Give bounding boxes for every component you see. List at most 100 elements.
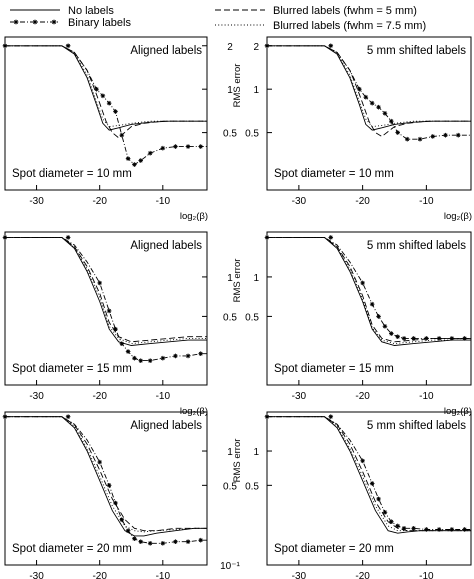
legend-label: Blurred labels (fwhm = 5 mm)	[273, 5, 417, 17]
data-point	[369, 100, 375, 106]
data-point	[147, 358, 153, 363]
y-tick-label: 0.5	[223, 481, 237, 492]
series-line	[5, 236, 207, 346]
plot-frame	[4, 36, 208, 191]
data-point	[369, 301, 375, 307]
x-tick-label: -10	[419, 571, 434, 579]
y-tick-label: 0.5	[223, 129, 237, 140]
data-point	[113, 326, 118, 332]
series-line	[5, 236, 207, 345]
panel-title: 5 mm shifted labels	[367, 240, 466, 252]
data-point	[173, 353, 178, 359]
data-point	[382, 324, 388, 329]
y-tick-label: 1	[227, 85, 233, 96]
series-line	[5, 416, 207, 532]
legend-marker	[32, 19, 38, 25]
x-tick-label: -10	[419, 391, 434, 402]
data-point	[97, 459, 102, 465]
data-point	[328, 43, 334, 49]
x-tick-label: -10	[156, 571, 171, 579]
series-line	[267, 416, 471, 530]
chart-panel: -30 -20 -10 log₂(β) 2 1 0.5 5 mm shifted labels…	[245, 36, 472, 222]
x-tick-label: -20	[92, 571, 107, 579]
y-axis-label: RMS error	[232, 439, 243, 483]
data-point	[198, 351, 203, 356]
data-point	[65, 414, 71, 420]
data-point	[382, 509, 388, 515]
x-tick-label: -20	[92, 196, 107, 207]
data-point	[389, 118, 394, 124]
x-tick-label: -30	[29, 196, 44, 207]
x-tick-label: -30	[292, 196, 307, 207]
data-point	[138, 539, 144, 545]
x-tick-label: -20	[355, 196, 370, 207]
panel-title: Aligned labels	[130, 240, 202, 252]
data-point	[160, 541, 166, 546]
data-point	[138, 158, 144, 163]
series-line	[5, 236, 207, 362]
plot-frame	[266, 36, 472, 191]
data-point	[113, 500, 118, 506]
legend-label: No labels	[68, 5, 114, 17]
panel-title: Aligned labels	[130, 45, 202, 57]
data-point	[132, 162, 137, 167]
data-point	[462, 336, 467, 341]
legend-label: Blurred labels (fwhm = 7.5 mm)	[273, 20, 426, 32]
legend-entry: Blurred labels (fwhm = 5 mm)	[215, 5, 417, 17]
data-point	[147, 150, 153, 156]
data-point	[100, 93, 106, 99]
y-tick-label: 2	[227, 42, 233, 53]
data-point	[173, 539, 178, 545]
series-line	[267, 45, 471, 131]
data-point	[360, 280, 365, 286]
data-point	[404, 136, 410, 142]
y-tick-label: 0.5	[245, 129, 259, 140]
x-axis-label: log₂(β)	[180, 211, 208, 222]
data-point	[65, 235, 71, 240]
y-tick-label: 2	[253, 42, 259, 53]
x-axis-label: log₂(β)	[444, 211, 472, 222]
series-line	[267, 45, 471, 138]
data-point	[411, 336, 416, 341]
data-point	[94, 86, 99, 92]
chart-panel: -30 -20 -10 log₂(β) 2 1 0.5 RMS error Aligned la…	[2, 36, 243, 222]
series-line	[267, 236, 471, 346]
x-tick-label: -10	[419, 196, 434, 207]
legend-entry: Binary labels	[10, 17, 131, 29]
panel-annotation: Spot diameter = 20 mm	[12, 543, 132, 555]
data-point	[360, 458, 365, 464]
series-line	[5, 416, 207, 533]
x-tick-label: -20	[355, 391, 370, 402]
series-line	[5, 236, 207, 343]
data-point	[198, 537, 203, 543]
data-point	[132, 355, 137, 361]
data-point	[395, 334, 400, 340]
legend-marker	[51, 19, 57, 25]
data-point	[424, 527, 429, 532]
data-point	[185, 539, 191, 545]
series-line	[5, 45, 207, 139]
data-point	[376, 104, 381, 110]
data-point	[376, 314, 381, 319]
x-tick-label: -30	[292, 571, 307, 579]
x-tick-label: -30	[29, 571, 44, 579]
data-point	[328, 235, 334, 240]
series-line	[5, 45, 207, 131]
data-point	[106, 308, 112, 314]
data-point	[160, 145, 166, 151]
data-point	[417, 136, 423, 142]
panel-annotation: Spot diameter = 15 mm	[12, 363, 132, 375]
y-axis-label: RMS error	[232, 64, 243, 108]
x-tick-label: -30	[292, 391, 307, 402]
data-point	[430, 134, 436, 139]
series-line	[5, 45, 207, 128]
y-tick-label: 0.5	[245, 481, 259, 492]
data-point	[119, 517, 125, 522]
data-point	[106, 483, 112, 488]
series-line	[267, 416, 471, 532]
panel-annotation: Spot diameter = 10 mm	[274, 168, 394, 180]
data-point	[401, 336, 407, 341]
